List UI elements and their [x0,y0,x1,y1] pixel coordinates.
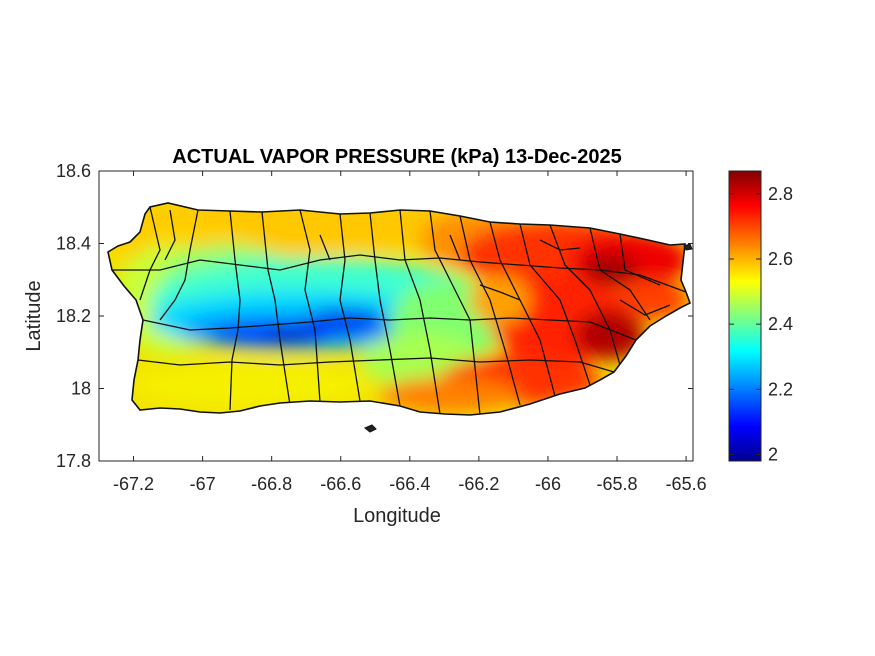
small-island-east [683,243,693,251]
colorbar-tick-label: 2 [768,444,778,464]
x-tick-label: -66.4 [389,474,430,494]
vapor-pressure-field [108,203,690,415]
chart-title: ACTUAL VAPOR PRESSURE (kPa) 13-Dec-2025 [172,146,621,168]
colorbar-ticks: 2 2.2 2.4 2.6 2.8 [729,184,793,464]
x-tick-label: -65.6 [666,474,707,494]
colorbar-tick-label: 2.4 [768,314,793,334]
colorbar-tick-label: 2.2 [768,379,793,399]
colorbar-tick-label: 2.8 [768,184,793,204]
island-coastline [107,202,691,416]
x-tick-label: -66.6 [320,474,361,494]
x-tick-label: -66.8 [251,474,292,494]
y-tick-label: 17.8 [56,451,91,471]
x-axis: -67.2 -67 -66.8 -66.6 -66.4 -66.2 -66 -65.8 -65.… [113,171,707,494]
y-tick-label: 18.2 [56,306,91,326]
municipality-boundaries [112,206,687,415]
x-tick-label: -67.2 [113,474,154,494]
colorbar-tick-label: 2.6 [768,249,793,269]
x-tick-label: -66 [535,474,561,494]
x-tick-label: -67 [190,474,216,494]
y-tick-label: 18.4 [56,234,91,254]
x-tick-label: -66.2 [458,474,499,494]
colorbar [728,170,762,462]
y-axis-title: Latitude [23,280,45,351]
y-tick-label: 18 [71,379,91,399]
x-tick-label: -65.8 [597,474,638,494]
y-axis: 17.8 18 18.2 18.4 18.6 [56,161,693,471]
small-island-south [364,424,377,433]
y-tick-label: 18.6 [56,161,91,181]
x-axis-title: Longitude [353,505,441,527]
